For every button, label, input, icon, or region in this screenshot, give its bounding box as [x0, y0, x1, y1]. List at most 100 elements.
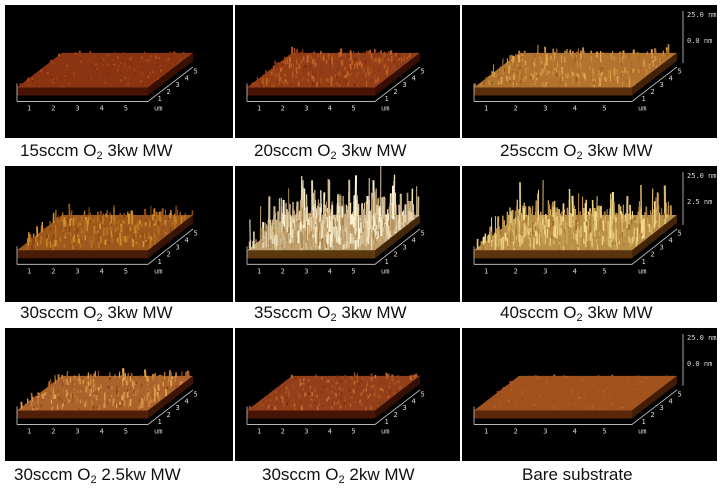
- x-tick-label: 5: [124, 428, 128, 436]
- surface-feature: [581, 399, 583, 401]
- surface-feature: [96, 229, 99, 234]
- y-tick-label: 2: [651, 411, 655, 419]
- surface-feature: [563, 396, 566, 399]
- caption-5: 35sccm O2 3kw MW: [254, 303, 407, 324]
- surface-edge: [247, 410, 375, 419]
- axis-frame: [474, 389, 678, 425]
- surface-feature: [150, 54, 152, 58]
- surface-feature: [136, 223, 138, 229]
- caption-9: Bare substrate: [522, 465, 633, 484]
- y-tick-label: 5: [194, 230, 198, 238]
- surface-feature: [636, 62, 640, 69]
- axis-frame: [17, 66, 194, 102]
- surface-feature: [83, 225, 86, 235]
- x-tick-label: 1: [257, 105, 261, 113]
- y-tick-label: 2: [651, 251, 655, 259]
- surface-feature: [292, 64, 294, 71]
- surface-feature: [360, 62, 363, 69]
- surface-edge: [375, 375, 420, 419]
- surface-feature: [281, 63, 284, 66]
- surface-edge: [17, 250, 148, 259]
- surface-feature: [57, 392, 60, 395]
- surface-feature: [116, 68, 119, 73]
- x-tick-label: 4: [100, 105, 104, 113]
- x-tick-label: 1: [27, 428, 31, 436]
- surface-feature: [84, 220, 88, 232]
- surface-feature: [331, 80, 335, 84]
- afm-panel-6: 1 2 3 4 5 um 1 2 3 4 5 25.0 nm 2.5 nm: [462, 166, 717, 302]
- afm-panel-5: 1 2 3 4 5 um 1 2 3 4 5: [235, 166, 460, 302]
- x-tick-label: 4: [328, 428, 332, 436]
- surface-feature: [78, 373, 80, 379]
- surface-feature: [275, 396, 278, 400]
- y-tick-label: 2: [394, 251, 398, 259]
- surface-feature: [300, 199, 303, 217]
- surface-feature: [337, 66, 339, 71]
- surface-feature: [379, 76, 381, 81]
- y-tick-label: 2: [167, 251, 171, 259]
- afm-panel-7: 1 2 3 4 5 um 1 2 3 4 5: [5, 328, 233, 461]
- x-tick-label: 2: [51, 267, 55, 275]
- x-tick-label: 2: [514, 105, 518, 113]
- surface-feature: [26, 398, 29, 404]
- y-tick-label: 1: [642, 258, 646, 266]
- surface-feature: [149, 376, 151, 380]
- z-scale-label: 25.0 nm: [687, 11, 717, 19]
- surface-feature: [563, 56, 567, 63]
- axis-unit: um: [638, 428, 646, 436]
- surface-feature: [80, 386, 84, 391]
- axis-unit: um: [638, 105, 646, 113]
- x-tick-label: 4: [573, 267, 577, 275]
- surface-feature: [152, 220, 155, 225]
- surface-feature: [139, 393, 143, 398]
- y-tick-label: 1: [158, 418, 162, 426]
- surface-feature: [95, 394, 98, 401]
- surface-feature: [633, 216, 637, 221]
- surface-feature: [598, 67, 601, 77]
- surface-feature: [91, 400, 94, 406]
- axis-unit: um: [154, 105, 162, 113]
- x-tick-label: 5: [602, 267, 606, 275]
- surface-feature: [154, 372, 157, 380]
- surface-feature: [90, 240, 93, 249]
- surface-feature: [549, 55, 553, 60]
- surface-feature: [500, 393, 503, 396]
- surface-feature: [621, 61, 624, 68]
- surface-feature: [146, 390, 149, 393]
- x-tick-label: 4: [100, 267, 104, 275]
- x-tick-label: 2: [514, 428, 518, 436]
- afm-panel-8: 1 2 3 4 5 um 1 2 3 4 5: [235, 328, 460, 461]
- surface-feature: [281, 396, 284, 402]
- y-tick-label: 3: [403, 244, 407, 252]
- x-tick-label: 3: [543, 267, 547, 275]
- surface-feature: [591, 199, 594, 220]
- surface-feature: [336, 401, 338, 404]
- surface-feature: [108, 72, 111, 76]
- x-tick-label: 4: [573, 105, 577, 113]
- surface-feature: [596, 196, 598, 218]
- surface-feature: [274, 390, 277, 394]
- surface-feature: [392, 65, 395, 68]
- surface-feature: [308, 223, 311, 234]
- afm-panel-4: 1 2 3 4 5 um 1 2 3 4 5: [5, 166, 233, 302]
- y-tick-label: 4: [412, 237, 416, 245]
- surface-feature: [107, 381, 110, 385]
- surface-feature: [279, 67, 283, 72]
- surface-feature: [533, 62, 536, 67]
- caption-4: 30sccm O2 3kw MW: [20, 303, 173, 324]
- surface-feature: [100, 243, 103, 248]
- y-tick-label: 1: [158, 95, 162, 103]
- surface-feature: [35, 407, 39, 410]
- surface-feature: [354, 175, 357, 220]
- surface-feature: [118, 381, 121, 386]
- surface-edge: [148, 52, 193, 96]
- surface-feature: [508, 65, 511, 74]
- surface-feature: [77, 238, 81, 244]
- surface-feature: [49, 228, 52, 231]
- surface-feature: [160, 69, 163, 73]
- x-tick-label: 1: [27, 267, 31, 275]
- surface-feature: [340, 61, 342, 66]
- x-tick-label: 5: [351, 105, 355, 113]
